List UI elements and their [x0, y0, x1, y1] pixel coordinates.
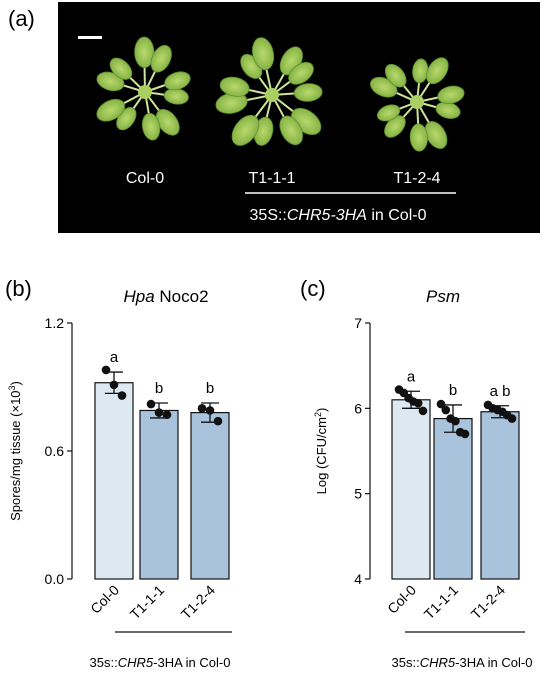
- data-point: [163, 410, 172, 419]
- data-point: [118, 391, 127, 400]
- data-point: [419, 407, 428, 416]
- plant-label-col0: Col-0: [126, 170, 164, 187]
- data-point: [414, 399, 423, 408]
- data-point: [102, 366, 111, 375]
- chart-c: (c) Psm 4 5 6 7 Log (CFU/cm2) a Col-0 b T1-1-1 a b T…: [300, 276, 532, 670]
- y-tick-label: 6: [354, 400, 362, 416]
- y-axis-label-end: ): [314, 408, 329, 412]
- bar: [481, 412, 519, 579]
- y-tick-label: 4: [354, 571, 362, 587]
- bar: [95, 383, 133, 579]
- y-tick-label: 1.2: [45, 315, 65, 331]
- rosette-center: [410, 95, 424, 109]
- chart-title: Hpa Noco2: [123, 287, 208, 306]
- data-point: [198, 404, 207, 413]
- x-tick-label: Col-0: [384, 582, 419, 617]
- y-tick-label: 7: [354, 315, 362, 331]
- panel-label: (b): [5, 276, 32, 301]
- group-label-gene: CHR5: [118, 655, 154, 670]
- data-point: [508, 414, 517, 423]
- y-axis-label-main: Log (CFU/cm: [314, 417, 329, 494]
- panel-label: (c): [300, 276, 326, 301]
- rosette-center: [265, 88, 279, 102]
- group-label-prefix: 35s::: [392, 655, 420, 670]
- bar: [392, 400, 430, 579]
- significance-letter: a: [407, 368, 416, 385]
- data-point: [206, 406, 215, 415]
- data-point: [155, 408, 164, 417]
- y-tick-label: 0.0: [45, 571, 65, 587]
- plant-label-t1-2-4: T1-2-4: [393, 170, 440, 187]
- y-tick-label: 0.6: [45, 443, 65, 459]
- significance-letter: b: [155, 380, 163, 397]
- data-point: [442, 406, 451, 415]
- construct-suffix: in Col-0: [367, 207, 427, 224]
- data-point: [110, 381, 119, 390]
- x-tick-label: Col-0: [87, 582, 122, 617]
- significance-letter: a: [110, 349, 119, 366]
- panel-label-a: (a): [8, 6, 35, 31]
- data-point: [461, 430, 470, 439]
- y-tick-label: 5: [354, 486, 362, 502]
- chart-title-rest: Noco2: [155, 287, 209, 306]
- construct-gene: CHR5-3HA: [287, 207, 367, 224]
- data-point: [147, 400, 156, 409]
- chart-title: Psm: [426, 287, 460, 306]
- y-axis-label-end: ): [8, 381, 23, 385]
- x-tick-label: T1-1-1: [127, 582, 168, 623]
- bar: [434, 419, 472, 579]
- significance-letter: a b: [490, 383, 511, 400]
- group-label-suffix: -3HA in Col-0: [455, 655, 532, 670]
- chart-title-italic: Psm: [426, 287, 460, 306]
- data-point: [451, 417, 460, 426]
- bar: [191, 413, 229, 579]
- group-label-prefix: 35s::: [90, 655, 118, 670]
- group-label-gene: CHR5: [420, 655, 456, 670]
- group-label: 35s::CHR5-3HA in Col-0: [90, 655, 231, 670]
- data-point: [214, 417, 223, 426]
- construct-prefix: 35S::: [250, 207, 287, 224]
- y-axis-label: Log (CFU/cm2): [313, 408, 329, 495]
- x-tick-label: T1-1-1: [421, 582, 462, 623]
- chart-b: (b) Hpa Noco2 0.0 0.6 1.2 Spores/mg tissue (×…: [5, 276, 232, 670]
- x-tick-label: T1-2-4: [468, 582, 509, 623]
- chart-title-italic: Hpa: [123, 287, 154, 306]
- group-label: 35s::CHR5-3HA in Col-0: [392, 655, 533, 670]
- x-tick-label: T1-2-4: [178, 582, 219, 623]
- group-label-suffix: -3HA in Col-0: [153, 655, 230, 670]
- y-axis-label: Spores/mg tissue (×103): [7, 381, 23, 521]
- significance-letter: b: [206, 380, 214, 397]
- plant-label-t1-1-1: T1-1-1: [248, 170, 295, 187]
- construct-label: 35S::CHR5-3HA in Col-0: [250, 207, 427, 224]
- significance-letter: b: [449, 382, 457, 399]
- rosette-center: [138, 85, 152, 99]
- y-axis-label-main: Spores/mg tissue (×10: [8, 390, 23, 520]
- bar: [140, 410, 178, 579]
- scale-bar: [78, 36, 102, 39]
